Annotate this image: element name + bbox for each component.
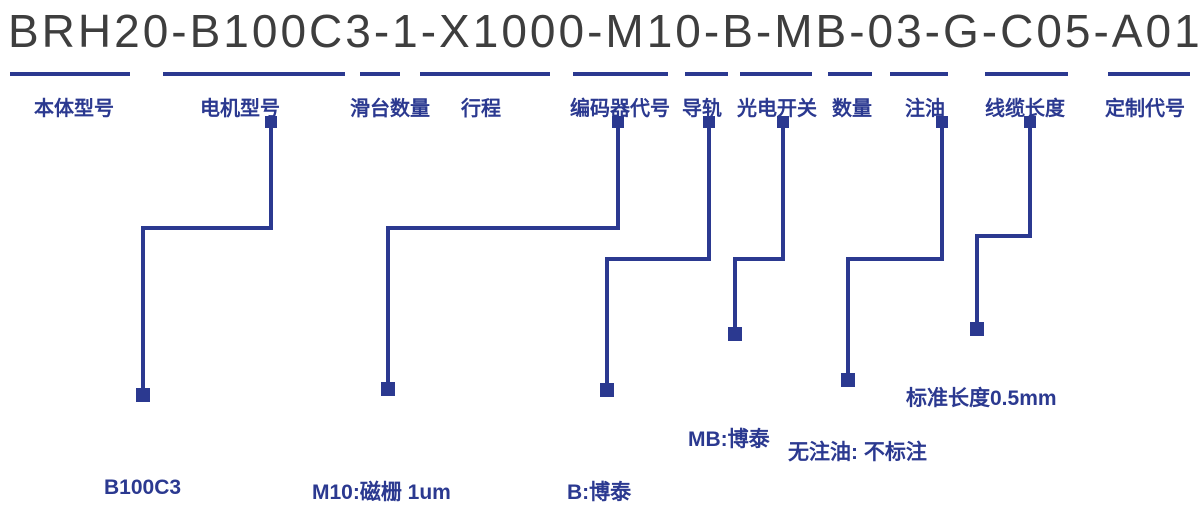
connector-hline [975, 234, 1032, 238]
connector-hline [846, 257, 944, 261]
label-photo-switch: 光电开关 [737, 98, 817, 120]
underline-oiling [890, 72, 948, 76]
connector-end-square [136, 388, 150, 402]
connector-hline [141, 226, 273, 230]
connector-vline [940, 122, 944, 261]
label-encoder-code: 编码器代号 [570, 98, 670, 120]
connector-vline [269, 122, 273, 230]
connector-end-square [600, 383, 614, 397]
connector-end-square [970, 322, 984, 336]
underline-slider-count [360, 72, 400, 76]
connector-hline [605, 257, 711, 261]
label-stroke: 行程 [461, 98, 501, 120]
connector-vline [733, 257, 737, 331]
option-item: 标准长度0.5mm [906, 387, 1057, 410]
label-quantity: 数量 [832, 98, 872, 120]
model-code: BRH20-B100C3-1-X1000-M10-B-MB-03-G-C05-A… [8, 5, 1200, 57]
connector-end-square [728, 327, 742, 341]
connector-vline [141, 226, 145, 392]
underline-body-model [10, 72, 130, 76]
underline-cable-length [985, 72, 1068, 76]
connector-vline [975, 234, 979, 326]
oiling-options: 无注油: 不标注 [788, 388, 927, 507]
underline-quantity [828, 72, 872, 76]
underline-guide-rail [685, 72, 728, 76]
label-motor-model: 电机型号 [200, 98, 280, 120]
connector-vline [605, 257, 609, 387]
connector-vline [616, 122, 620, 230]
connector-vline [1028, 122, 1032, 238]
connector-vline [781, 122, 785, 261]
option-item: B:博泰 [567, 481, 632, 504]
connector-vline [386, 226, 390, 386]
connector-end-square [381, 382, 395, 396]
connector-vline [846, 257, 850, 377]
label-oiling: 注油 [905, 98, 945, 120]
underline-custom-code [1108, 72, 1190, 76]
underline-photo-switch [740, 72, 812, 76]
connector-end-square [841, 373, 855, 387]
connector-vline [707, 122, 711, 261]
option-item: 无注油: 不标注 [788, 441, 927, 464]
connector-hline [733, 257, 785, 261]
option-item: MB:博泰 [688, 428, 770, 451]
label-slider-count: 滑台数量 [350, 98, 430, 120]
encoder-code-options: M10:磁栅 1um G10:光栅 1um G05:光栅 0.5um [312, 398, 467, 507]
label-custom-code: 定制代号 [1105, 98, 1185, 120]
motor-model-options: B100C3 B100C4 B100C6 [104, 408, 181, 507]
connector-hline [386, 226, 620, 230]
option-item: M10:磁栅 1um [312, 481, 451, 504]
option-item: B100C3 [104, 476, 182, 499]
photo-switch-options: MB:博泰 PC:松下 [688, 340, 770, 507]
underline-motor-model [163, 72, 345, 76]
underline-stroke [420, 72, 550, 76]
guide-rail-options: B:博泰 H:上银 T:THK [567, 408, 631, 507]
label-guide-rail: 导轨 [682, 98, 722, 120]
underline-encoder-code [573, 72, 668, 76]
cable-length-options: 标准长度0.5mm [906, 334, 1057, 460]
label-cable-length: 线缆长度 [985, 98, 1065, 120]
label-body-model: 本体型号 [34, 98, 114, 120]
